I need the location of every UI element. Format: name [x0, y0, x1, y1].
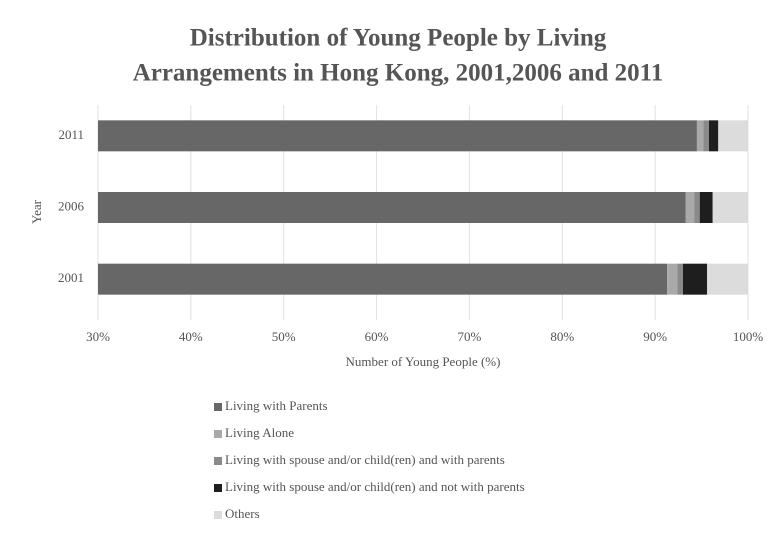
legend-label: Living with spouse and/or child(ren) and… — [225, 479, 525, 494]
bar-segment — [677, 263, 683, 295]
bar-segment — [696, 120, 704, 152]
bar-segment — [709, 120, 719, 152]
bar-segment — [683, 263, 708, 295]
bar-segment — [98, 192, 686, 223]
y-tick-label: 2011 — [58, 127, 84, 142]
bar-segment — [718, 120, 748, 152]
x-tick-label: 90% — [643, 329, 667, 344]
bar-segment — [712, 192, 748, 223]
bar-segment — [98, 263, 668, 295]
bar-segment — [699, 192, 713, 223]
bar-segment — [703, 120, 709, 152]
legend-label: Living Alone — [225, 425, 294, 440]
bar-segment — [98, 120, 697, 152]
x-tick-label: 40% — [179, 329, 203, 344]
legend-label: Living with Parents — [225, 398, 328, 413]
x-tick-label: 50% — [272, 329, 296, 344]
legend-swatch — [214, 403, 222, 411]
legend-swatch — [214, 484, 222, 492]
legend-swatch — [214, 511, 222, 519]
legend-swatch — [214, 457, 222, 465]
bar-segment — [707, 263, 748, 295]
legend-label: Others — [225, 506, 260, 521]
y-tick-label: 2006 — [58, 198, 85, 213]
legend-swatch — [214, 430, 222, 438]
x-axis-label: Number of Young People (%) — [346, 354, 501, 369]
x-tick-label: 100% — [733, 329, 764, 344]
y-tick-label: 2001 — [58, 270, 84, 285]
x-tick-label: 70% — [458, 329, 482, 344]
bar-segment — [667, 263, 678, 295]
legend-label: Living with spouse and/or child(ren) and… — [225, 452, 505, 467]
chart-title: Distribution of Young People by Living — [190, 25, 607, 52]
x-tick-label: 80% — [550, 329, 574, 344]
bar-segment — [685, 192, 695, 223]
x-tick-label: 30% — [86, 329, 110, 344]
chart-title: Arrangements in Hong Kong, 2001,2006 and… — [133, 60, 664, 87]
x-tick-label: 60% — [365, 329, 389, 344]
bar-segment — [694, 192, 700, 223]
y-axis-label: Year — [29, 199, 44, 224]
